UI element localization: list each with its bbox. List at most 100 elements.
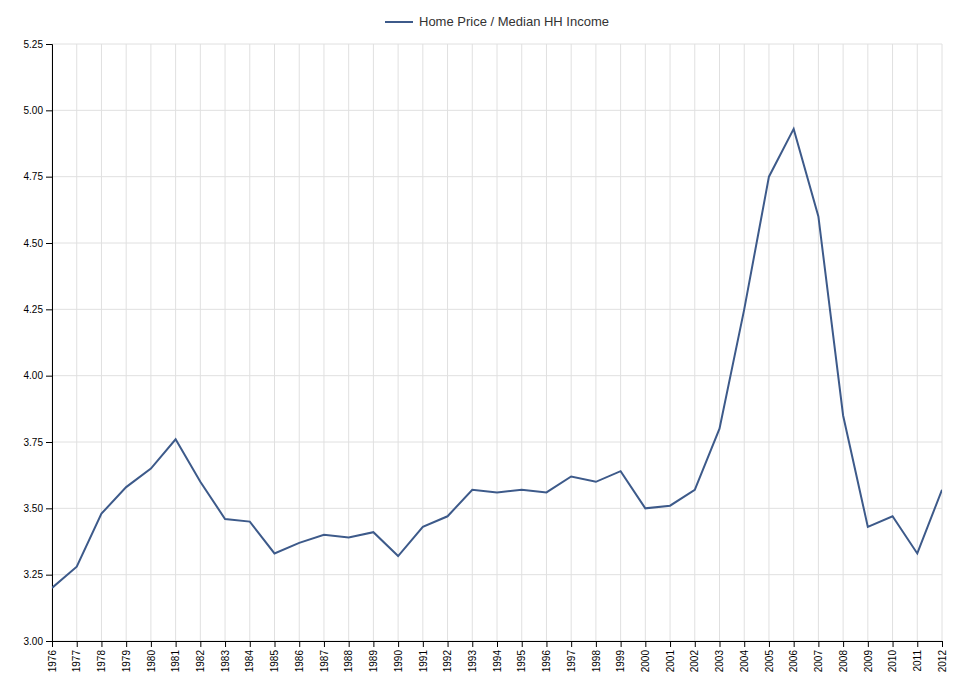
- x-tick-label: 2009: [863, 650, 874, 673]
- tick-mark: [571, 641, 572, 647]
- x-tick: 1981: [170, 641, 181, 672]
- x-tick-label: 1998: [591, 650, 602, 673]
- tick-mark: [373, 641, 374, 647]
- grid-line-x: [422, 44, 423, 641]
- y-tick-label: 4.50: [24, 238, 44, 249]
- x-tick-label: 2008: [838, 650, 849, 673]
- x-tick: 1992: [442, 641, 453, 672]
- x-tick-label: 2012: [937, 650, 948, 673]
- x-tick-label: 1983: [220, 650, 231, 673]
- legend: Home Price / Median HH Income: [385, 14, 609, 29]
- x-tick: 1988: [343, 641, 354, 672]
- grid-line-x: [497, 44, 498, 641]
- x-tick: 2007: [813, 641, 824, 672]
- x-tick-label: 1993: [467, 650, 478, 673]
- grid-line-x: [942, 44, 943, 641]
- x-tick: 1997: [566, 641, 577, 672]
- grid-line-x: [521, 44, 522, 641]
- tick-mark: [769, 641, 770, 647]
- grid-line-x: [225, 44, 226, 641]
- x-tick: 1985: [269, 641, 280, 672]
- tick-mark: [46, 508, 52, 509]
- x-tick: 1994: [492, 641, 503, 672]
- grid-line-y: [52, 442, 942, 443]
- tick-mark: [794, 641, 795, 647]
- tick-mark: [46, 44, 52, 45]
- x-tick: 1982: [195, 641, 206, 672]
- y-tick: 4.50: [24, 238, 52, 249]
- tick-mark: [546, 641, 547, 647]
- chart: 1976197719781979198019811982198319841985…: [0, 0, 966, 699]
- grid-line-x: [595, 44, 596, 641]
- x-tick-label: 1999: [615, 650, 626, 673]
- y-tick: 3.75: [24, 437, 52, 448]
- grid-line-x: [571, 44, 572, 641]
- x-tick: 2001: [665, 641, 676, 672]
- grid-line-x: [892, 44, 893, 641]
- legend-item: Home Price / Median HH Income: [385, 14, 609, 29]
- y-tick: 3.25: [24, 569, 52, 580]
- y-tick-label: 4.25: [24, 304, 44, 315]
- grid-line-x: [398, 44, 399, 641]
- x-tick: 1999: [615, 641, 626, 672]
- x-tick-label: 1994: [492, 650, 503, 673]
- y-tick: 4.75: [24, 171, 52, 182]
- grid-line-y: [52, 243, 942, 244]
- y-axis: 3.003.253.503.754.004.254.504.755.005.25: [24, 39, 53, 647]
- grid-line-y: [52, 508, 942, 509]
- x-tick: 1978: [96, 641, 107, 672]
- x-tick-label: 2002: [689, 650, 700, 673]
- x-tick: 1987: [319, 641, 330, 672]
- x-tick-label: 1979: [121, 650, 132, 673]
- tick-mark: [324, 641, 325, 647]
- x-tick-label: 1976: [47, 650, 58, 673]
- tick-mark: [126, 641, 127, 647]
- y-tick-label: 3.25: [24, 569, 44, 580]
- x-tick-label: 1990: [393, 650, 404, 673]
- x-axis: 1976197719781979198019811982198319841985…: [47, 641, 948, 672]
- x-tick: 2011: [912, 641, 923, 672]
- grid-line-x: [867, 44, 868, 641]
- x-tick: 2012: [937, 641, 948, 672]
- x-tick: 2009: [863, 641, 874, 672]
- grid-line-x: [373, 44, 374, 641]
- tick-mark: [596, 641, 597, 647]
- x-tick: 1986: [294, 641, 305, 672]
- grid-line-x: [694, 44, 695, 641]
- x-tick: 1991: [418, 641, 429, 672]
- grid-line-x: [472, 44, 473, 641]
- x-tick-label: 2010: [887, 650, 898, 673]
- plot-area: 1976197719781979198019811982198319841985…: [24, 39, 948, 673]
- x-tick-label: 2001: [665, 650, 676, 673]
- grid-line-x: [744, 44, 745, 641]
- grid-line-x: [76, 44, 77, 641]
- x-tick: 1990: [393, 641, 404, 672]
- tick-mark: [942, 641, 943, 647]
- tick-mark: [46, 641, 52, 642]
- x-tick-label: 2005: [764, 650, 775, 673]
- x-tick: 1980: [146, 641, 157, 672]
- x-tick-label: 1997: [566, 650, 577, 673]
- x-tick-label: 1981: [170, 650, 181, 673]
- x-tick: 1993: [467, 641, 478, 672]
- grid-line-x: [175, 44, 176, 641]
- y-tick-label: 4.00: [24, 370, 44, 381]
- grid-line-y: [52, 309, 942, 310]
- tick-mark: [423, 641, 424, 647]
- x-tick: 2000: [640, 641, 651, 672]
- x-tick-label: 2000: [640, 650, 651, 673]
- tick-mark: [225, 641, 226, 647]
- tick-mark: [448, 641, 449, 647]
- grid-line-x: [299, 44, 300, 641]
- grid-line-x: [620, 44, 621, 641]
- tick-mark: [744, 641, 745, 647]
- grid-line-y: [52, 44, 942, 45]
- tick-mark: [645, 641, 646, 647]
- x-tick: 2004: [739, 641, 750, 672]
- tick-mark: [893, 641, 894, 647]
- tick-mark: [868, 641, 869, 647]
- x-tick-label: 2004: [739, 650, 750, 673]
- x-tick: 1979: [121, 641, 132, 672]
- grid-line-x: [768, 44, 769, 641]
- y-tick: 4.25: [24, 304, 52, 315]
